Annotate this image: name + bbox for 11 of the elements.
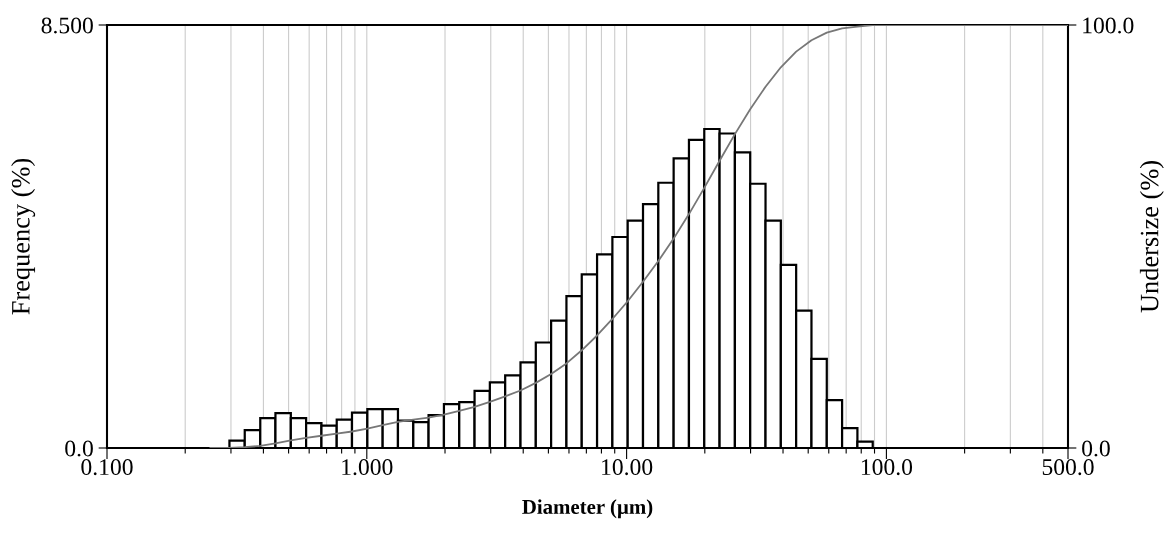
y2-tick-label: 0.0 xyxy=(1082,440,1110,457)
x-tick-label: 1.000 xyxy=(342,459,393,476)
x-tick-label: 10.00 xyxy=(602,459,653,476)
x-axis-title: Diameter (µm) xyxy=(522,499,653,519)
y-tick-label: 8.500 xyxy=(41,17,93,34)
y2-axis-title: Undersize (%) xyxy=(1139,161,1164,313)
x-tick-label: 500.0 xyxy=(1042,459,1094,476)
x-tick-label: 0.100 xyxy=(81,459,133,476)
y2-tick-label: 100.0 xyxy=(1083,17,1134,34)
x-tick-label: 100.0 xyxy=(861,459,913,476)
y-axis-title: Frequency (%) xyxy=(11,158,36,315)
